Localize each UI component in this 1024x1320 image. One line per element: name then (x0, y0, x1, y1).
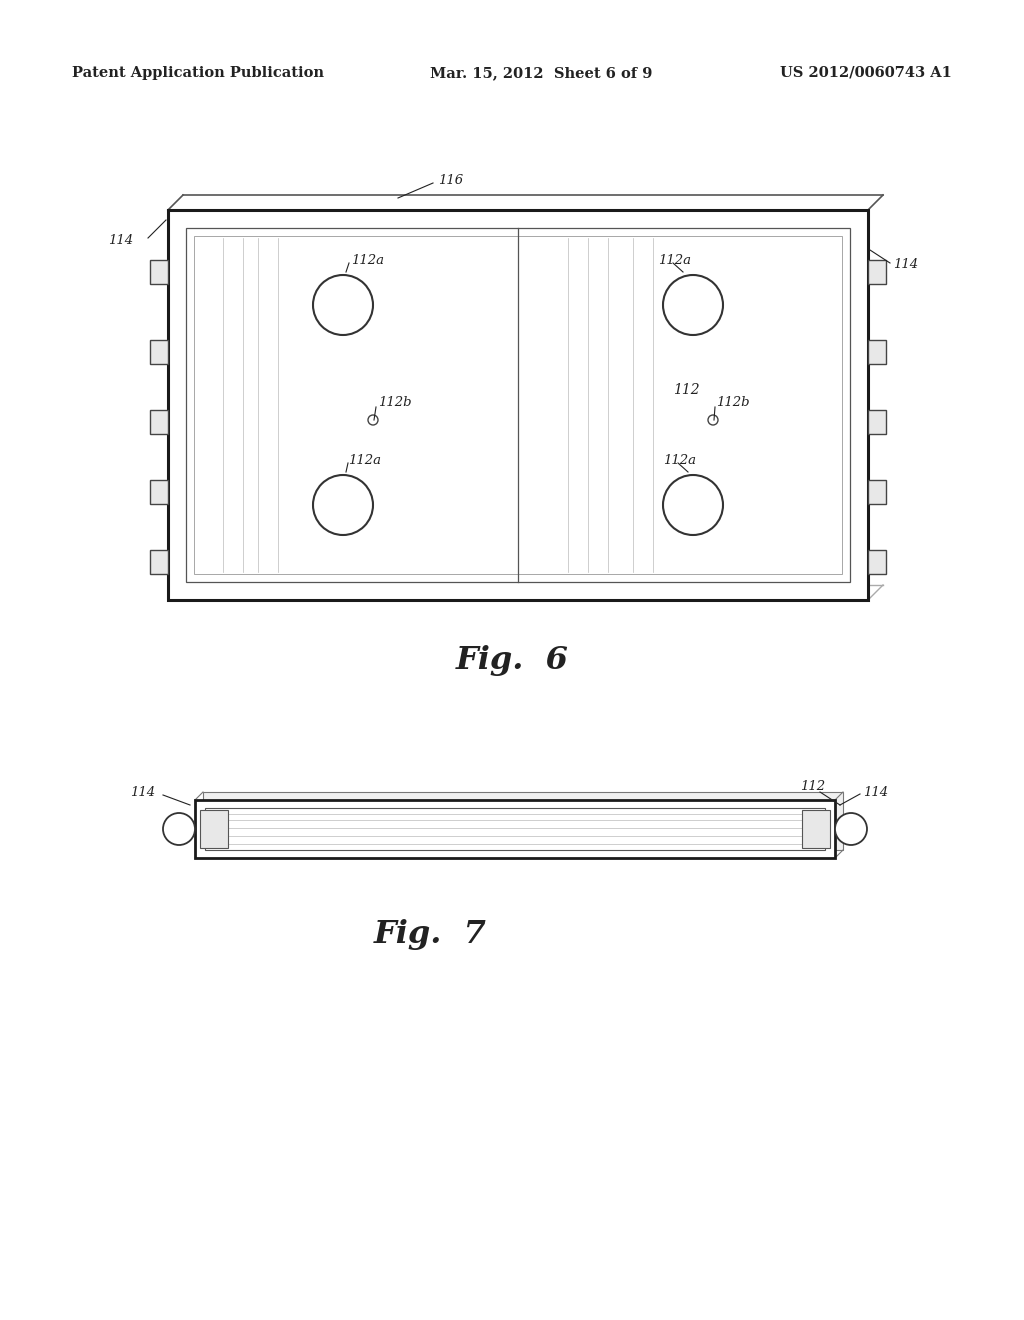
Polygon shape (150, 480, 168, 504)
Text: 114: 114 (893, 259, 919, 272)
Polygon shape (802, 810, 830, 847)
Circle shape (313, 475, 373, 535)
Polygon shape (150, 260, 168, 284)
Polygon shape (868, 341, 886, 364)
Polygon shape (868, 260, 886, 284)
Text: Mar. 15, 2012  Sheet 6 of 9: Mar. 15, 2012 Sheet 6 of 9 (430, 66, 652, 81)
Polygon shape (868, 550, 886, 574)
Text: 112a: 112a (663, 454, 696, 466)
Polygon shape (150, 411, 168, 434)
Polygon shape (150, 550, 168, 574)
Text: 112a: 112a (351, 253, 384, 267)
Circle shape (835, 813, 867, 845)
Text: Patent Application Publication: Patent Application Publication (72, 66, 324, 81)
Text: 114: 114 (130, 785, 155, 799)
Text: Fig.  6: Fig. 6 (456, 644, 568, 676)
Text: 112a: 112a (658, 253, 691, 267)
Text: 112a: 112a (348, 454, 381, 466)
Polygon shape (200, 810, 228, 847)
Text: 112b: 112b (378, 396, 412, 408)
Circle shape (708, 414, 718, 425)
Circle shape (163, 813, 195, 845)
Polygon shape (868, 411, 886, 434)
Polygon shape (168, 210, 868, 601)
Text: 112: 112 (673, 383, 699, 397)
Polygon shape (195, 800, 835, 858)
Circle shape (663, 275, 723, 335)
Text: 112: 112 (800, 780, 825, 792)
Text: Fig.  7: Fig. 7 (374, 920, 486, 950)
Text: US 2012/0060743 A1: US 2012/0060743 A1 (780, 66, 952, 81)
Text: 112b: 112b (716, 396, 750, 408)
Circle shape (663, 475, 723, 535)
Polygon shape (868, 480, 886, 504)
Polygon shape (203, 792, 843, 850)
Circle shape (313, 275, 373, 335)
Text: 116: 116 (438, 174, 463, 187)
Circle shape (368, 414, 378, 425)
Text: 114: 114 (108, 234, 133, 247)
Text: 114: 114 (863, 785, 888, 799)
Polygon shape (150, 341, 168, 364)
